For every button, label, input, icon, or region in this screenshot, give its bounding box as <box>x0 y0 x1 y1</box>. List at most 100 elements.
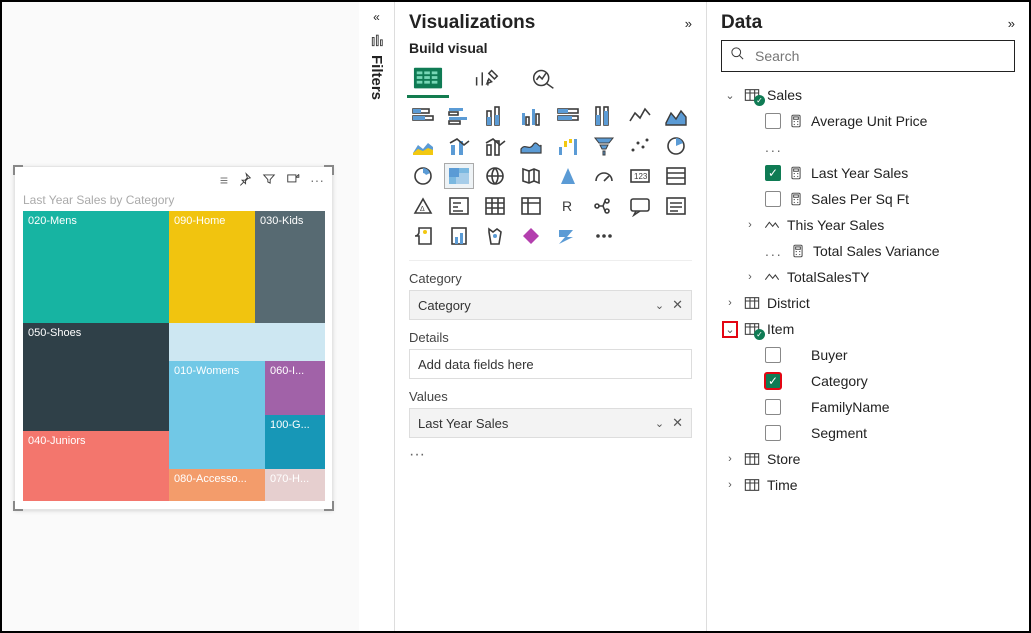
visual-type-bookmark[interactable] <box>445 224 473 248</box>
field-last-year-sales[interactable]: Last Year Sales <box>721 160 1015 186</box>
tab-format-visual[interactable] <box>469 64 503 92</box>
pin-icon[interactable] <box>238 172 252 189</box>
visual-type-map[interactable] <box>481 164 509 188</box>
visual-type-hundred-bar[interactable] <box>554 104 582 128</box>
treemap-cell[interactable]: 040-Juniors <box>23 431 169 501</box>
chevron-down-icon[interactable]: ⌄ <box>723 89 737 102</box>
treemap-cell[interactable]: 080-Accesso... <box>169 469 265 501</box>
chevron-right-icon[interactable]: › <box>723 297 737 309</box>
treemap-cell[interactable]: 100-G... <box>265 415 325 469</box>
chevron-down-icon[interactable]: ⌄ <box>723 322 737 337</box>
visual-type-ribbon[interactable] <box>517 134 545 158</box>
visual-type-multirow-card[interactable] <box>662 164 690 188</box>
visual-type-paginated[interactable] <box>409 224 437 248</box>
focus-mode-icon[interactable] <box>286 172 300 189</box>
table-sales[interactable]: ⌄ Sales <box>721 82 1015 108</box>
visual-type-powerautomate[interactable] <box>554 224 582 248</box>
field-total-sales-ty[interactable]: › TotalSalesTY <box>721 264 1015 290</box>
visual-type-slicer[interactable] <box>445 194 473 218</box>
visual-type-line[interactable] <box>626 104 654 128</box>
visual-type-hundred-column[interactable] <box>590 104 618 128</box>
visual-type-matrix[interactable] <box>517 194 545 218</box>
field-avg-unit-price-overflow[interactable]: ... <box>721 134 1015 160</box>
visual-type-waterfall[interactable] <box>554 134 582 158</box>
chevron-right-icon[interactable]: › <box>723 453 737 465</box>
drag-handle-icon[interactable]: ≡ <box>220 172 228 188</box>
checkbox[interactable] <box>765 399 781 415</box>
checkbox[interactable] <box>765 425 781 441</box>
tab-build-visual[interactable] <box>411 64 445 92</box>
visual-type-funnel[interactable] <box>590 134 618 158</box>
visual-type-scatter[interactable] <box>626 134 654 158</box>
visual-type-r-visual[interactable]: R <box>554 194 582 218</box>
treemap-cell[interactable]: 010-Womens <box>169 361 265 469</box>
treemap-cell[interactable]: 020-Mens <box>23 211 169 323</box>
visual-type-filled-map[interactable] <box>517 164 545 188</box>
well-values-menu[interactable]: ⌄ <box>655 417 664 430</box>
visualizations-collapse-button[interactable]: » <box>685 16 692 31</box>
well-category-menu[interactable]: ⌄ <box>655 299 664 312</box>
visual-type-stacked-area[interactable] <box>409 134 437 158</box>
treemap-cell[interactable]: 060-I... <box>265 361 325 415</box>
resize-handle-bl[interactable] <box>13 501 23 511</box>
field-category[interactable]: Category <box>721 368 1015 394</box>
well-values-remove[interactable]: ✕ <box>672 415 683 431</box>
visual-type-table[interactable] <box>481 194 509 218</box>
visual-type-narrative[interactable] <box>662 194 690 218</box>
checkbox[interactable] <box>765 191 781 207</box>
visual-type-decomp-tree[interactable] <box>590 194 618 218</box>
field-segment[interactable]: Segment <box>721 420 1015 446</box>
treemap-cell[interactable]: 070-H... <box>265 469 325 501</box>
search-box[interactable] <box>721 40 1015 72</box>
filters-expand-button[interactable]: « <box>373 10 380 24</box>
visual-type-clustered-column[interactable] <box>517 104 545 128</box>
table-time[interactable]: › Time <box>721 472 1015 498</box>
well-category-remove[interactable]: ✕ <box>672 297 683 313</box>
visual-type-azure-map[interactable] <box>554 164 582 188</box>
visual-type-powerapps[interactable] <box>517 224 545 248</box>
treemap-cell[interactable]: 050-Shoes <box>23 323 169 431</box>
treemap-cell[interactable]: 090-Home <box>169 211 255 323</box>
wells-overflow-button[interactable]: ··· <box>409 446 692 464</box>
tab-analytics[interactable] <box>527 64 561 92</box>
visual-type-gauge[interactable] <box>590 164 618 188</box>
visual-type-qna[interactable] <box>626 194 654 218</box>
field-avg-unit-price[interactable]: Average Unit Price <box>721 108 1015 134</box>
field-this-year-sales[interactable]: › This Year Sales <box>721 212 1015 238</box>
filter-icon[interactable] <box>262 172 276 189</box>
filters-label[interactable]: Filters <box>368 55 385 100</box>
visual-type-pie[interactable] <box>662 134 690 158</box>
visual-type-treemap[interactable] <box>445 164 473 188</box>
well-values-box[interactable]: Last Year Sales ⌄✕ <box>409 408 692 438</box>
well-category-box[interactable]: Category ⌄✕ <box>409 290 692 320</box>
visual-card[interactable]: ≡ ··· Last Year Sales by Category 020-Me… <box>14 166 333 510</box>
field-buyer[interactable]: Buyer <box>721 342 1015 368</box>
visual-type-donut[interactable] <box>409 164 437 188</box>
more-options-icon[interactable]: ··· <box>310 172 324 188</box>
treemap-cell[interactable]: 030-Kids <box>255 211 325 323</box>
field-total-sales-variance[interactable]: ... Total Sales Variance <box>721 238 1015 264</box>
checkbox[interactable] <box>765 373 781 389</box>
visual-type-area[interactable] <box>662 104 690 128</box>
visual-type-line-clustered-col[interactable] <box>481 134 509 158</box>
field-sales-per-sq-ft[interactable]: Sales Per Sq Ft <box>721 186 1015 212</box>
visual-type-kpi[interactable]: Δ <box>409 194 437 218</box>
visual-type-stacked-bar[interactable] <box>409 104 437 128</box>
checkbox[interactable] <box>765 113 781 129</box>
field-family-name[interactable]: FamilyName <box>721 394 1015 420</box>
visual-type-line-stacked-col[interactable] <box>445 134 473 158</box>
visual-type-clustered-bar[interactable] <box>445 104 473 128</box>
checkbox[interactable] <box>765 347 781 363</box>
resize-handle-br[interactable] <box>324 501 334 511</box>
chevron-right-icon[interactable]: › <box>723 479 737 491</box>
table-store[interactable]: › Store <box>721 446 1015 472</box>
resize-handle-tl[interactable] <box>13 165 23 175</box>
visual-type-score[interactable] <box>481 224 509 248</box>
checkbox[interactable] <box>765 165 781 181</box>
search-input[interactable] <box>753 47 1006 65</box>
table-item[interactable]: ⌄ Item <box>721 316 1015 342</box>
well-details-box[interactable]: Add data fields here <box>409 349 692 379</box>
resize-handle-tr[interactable] <box>324 165 334 175</box>
visual-type-more[interactable] <box>590 224 618 248</box>
chevron-right-icon[interactable]: › <box>743 271 757 283</box>
